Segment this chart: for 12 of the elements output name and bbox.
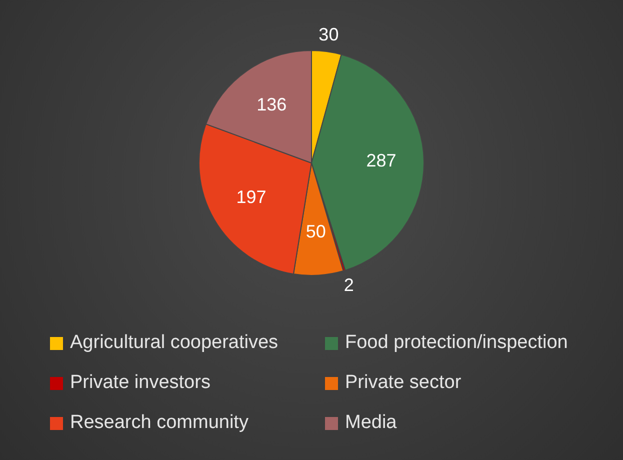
data-label: 197 xyxy=(236,187,266,208)
data-label: 136 xyxy=(256,94,287,115)
data-label: 287 xyxy=(366,150,396,171)
legend-label: Research community xyxy=(70,412,248,434)
legend-label: Private sector xyxy=(345,372,462,394)
data-label: 50 xyxy=(306,222,326,242)
legend-label: Media xyxy=(345,412,397,434)
legend-label: Food protection/inspection xyxy=(345,332,568,354)
legend-label: Private investors xyxy=(70,372,210,394)
legend-label: Agricultural cooperatives xyxy=(70,332,278,354)
data-label: 2 xyxy=(344,274,354,295)
data-label: 30 xyxy=(318,24,339,45)
